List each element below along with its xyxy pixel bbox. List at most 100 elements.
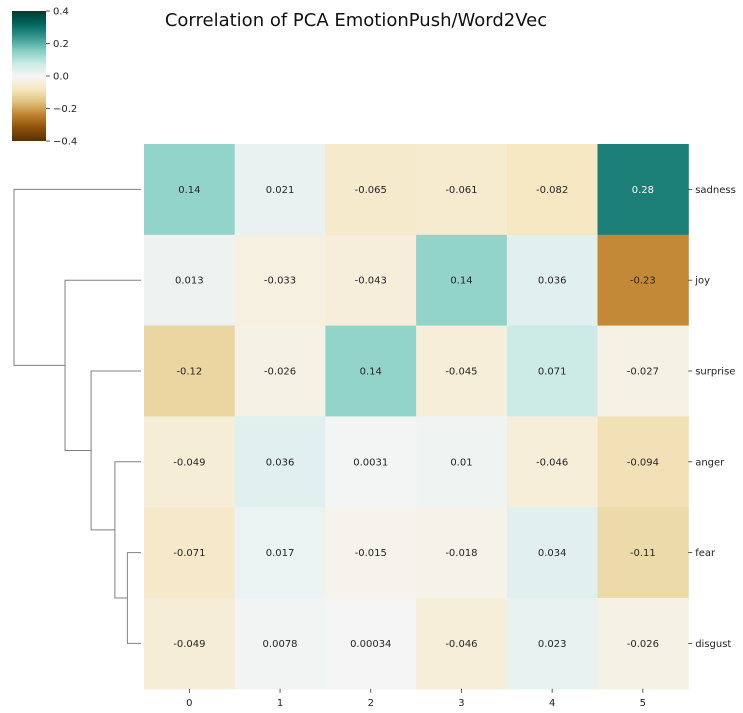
heatmap-cell [416,507,508,599]
heatmap-cell [234,144,326,236]
heatmap-cell [234,234,326,327]
heatmap-cell [144,507,236,599]
colorbar-tick-label: 0.2 [53,39,69,50]
cell-value-label: -0.049 [173,639,205,650]
cell-value-label: -0.049 [173,457,205,468]
cell-value-label: -0.046 [445,639,477,650]
heatmap-cell [234,507,326,599]
colorbar-tick-label: 0.0 [53,72,69,83]
heatmap-cell [325,598,417,690]
heatmap-cell [144,598,236,690]
dendrogram-link [64,279,141,451]
dendrogram-link [90,370,141,531]
heatmap-cell [234,325,326,417]
cell-value-label: -0.065 [355,185,387,196]
cell-value-label: 0.071 [538,367,567,378]
cell-value-label: 0.036 [266,457,295,468]
heatmap-cell [597,416,689,508]
cell-value-label: -0.043 [355,276,387,287]
cell-value-label: 0.14 [360,367,382,378]
cell-value-label: -0.071 [173,548,205,559]
cell-value-label: 0.021 [266,185,295,196]
x-tick-label: 0 [186,698,192,709]
x-tick-label: 2 [368,698,374,709]
x-tick-label: 3 [458,698,464,709]
cell-value-label: -0.12 [176,367,202,378]
dendrogram-link [114,461,141,599]
dendrogram-link [126,552,141,644]
heatmap-cell [416,598,508,690]
heatmap-cell [325,416,417,508]
colorbar-tick-label: −0.4 [53,137,77,148]
heatmap-cell [597,507,689,599]
cell-value-label: -0.11 [630,548,656,559]
heatmap-cell [234,598,326,690]
cell-value-label: 0.034 [538,548,567,559]
x-axis-ticks: 0 1 2 3 4 5 [186,688,646,709]
heatmap-cell [325,144,417,236]
heatmap-cell [325,234,417,327]
heatmap-cell [416,325,508,417]
heatmap-cell [597,144,689,236]
cell-value-label: -0.018 [445,548,477,559]
cell-value-label: 0.036 [538,276,567,287]
heatmap-cell [597,234,689,327]
cell-value-label: -0.23 [630,276,656,287]
cell-value-label: 0.01 [450,457,472,468]
heatmap-cell [144,234,236,327]
y-tick-label: surprise [695,367,735,378]
y-tick-label: fear [695,548,716,559]
cell-value-label: -0.061 [445,185,477,196]
dendrogram-link [13,188,141,366]
cell-value-label: 0.017 [266,548,295,559]
heatmap-cell [144,325,236,417]
chart-title: Correlation of PCA EmotionPush/Word2Vec [165,10,547,31]
y-tick-label: joy [694,276,710,287]
heatmap-cell [506,234,599,327]
heatmap-cell [416,416,508,508]
cell-value-label: 0.00034 [350,639,391,650]
x-tick-label: 1 [277,698,283,709]
cell-value-label: -0.015 [355,548,387,559]
x-tick-label: 5 [640,698,646,709]
heatmap-cell [416,144,508,236]
x-tick-label: 4 [549,698,555,709]
heatmap-cell [506,144,599,236]
cell-value-label: 0.023 [538,639,567,650]
heatmap-cell [597,598,689,690]
y-tick-label: sadness [695,185,736,196]
heatmap: 0.14 0.021 -0.065 -0.061 -0.082 0.28 0.013 -0.0… [144,144,689,690]
cell-value-label: 0.14 [178,185,200,196]
colorbar-bar [12,11,46,141]
heatmap-cell [325,507,417,599]
cell-value-label: 0.013 [175,276,204,287]
cell-value-label: 0.28 [632,185,654,196]
cell-value-label: -0.082 [536,185,568,196]
heatmap-cell [506,325,599,417]
heatmap-cell [416,234,508,327]
cell-value-label: -0.046 [536,457,568,468]
heatmap-cell [506,416,599,508]
cell-value-label: 0.0078 [263,639,298,650]
colorbar-tick-label: −0.2 [53,104,77,115]
colorbar: 0.4 0.2 0.0 −0.2 −0.4 [12,7,77,148]
heatmap-cell [144,144,236,236]
heatmap-cell [144,416,236,508]
y-tick-label: disgust [695,639,731,650]
cell-value-label: -0.033 [264,276,296,287]
cell-value-label: -0.027 [627,367,659,378]
cell-value-label: -0.045 [445,367,477,378]
heatmap-cell [234,416,326,508]
colorbar-tick-label: 0.4 [53,7,69,18]
cell-value-label: -0.026 [627,639,659,650]
heatmap-cell [506,507,599,599]
cell-value-label: 0.14 [450,276,472,287]
row-dendrogram [13,188,141,644]
y-axis-ticks: sadness joy surprise anger fear disgust [688,185,736,650]
cell-value-label: -0.094 [627,457,659,468]
heatmap-cell [325,325,417,417]
heatmap-cell [597,325,689,417]
cell-value-label: 0.0031 [353,457,388,468]
cell-value-label: -0.026 [264,367,296,378]
